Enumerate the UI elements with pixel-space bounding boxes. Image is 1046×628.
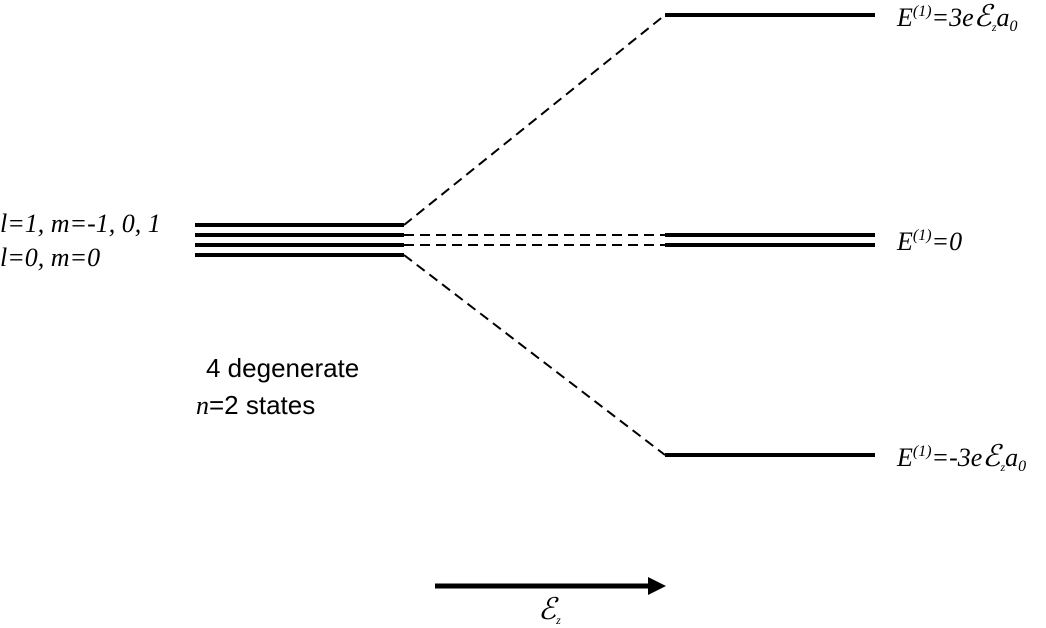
field-axis-symbol: ℰ [538, 593, 559, 626]
energy-label-middle: E(1)=0 [896, 227, 962, 256]
energy-label-top: E(1)=3eℰza0 [896, 0, 1017, 35]
caption-line1: 4 degenerate [206, 353, 359, 383]
energy-top-a-sub: 0 [1009, 18, 1017, 35]
label-l1: l=1, m=-1, 0, 1 [0, 209, 161, 238]
energy-bottom-a: a [1005, 443, 1018, 472]
label-l0: l=0, m=0 [0, 243, 100, 272]
energy-bottom-rest: =-3e [932, 443, 983, 472]
field-axis-label: ℰz [538, 593, 561, 627]
energy-middle-rest: =0 [932, 227, 963, 256]
connector-bottom [403, 254, 666, 456]
connector-top [403, 14, 666, 226]
energy-top-sup: (1) [913, 3, 932, 20]
energy-top-a: a [996, 3, 1009, 32]
degenerate-levels [195, 223, 404, 257]
field-arrow [435, 577, 666, 595]
caption-n-value: =2 states [209, 390, 315, 420]
energy-middle-sup: (1) [913, 227, 932, 244]
split-levels [665, 13, 875, 457]
connector-lines [403, 14, 666, 456]
energy-top-field-sub: z [991, 20, 997, 34]
energy-top-rest: =3e [932, 3, 974, 32]
energy-middle-E: E [896, 227, 913, 256]
energy-bottom-sup: (1) [913, 443, 932, 460]
energy-top-E: E [896, 3, 913, 32]
energy-bottom-a-sub: 0 [1018, 458, 1026, 475]
energy-bottom-E: E [896, 443, 913, 472]
energy-bottom-field: ℰ [982, 440, 1003, 473]
field-axis-subscript: z [555, 613, 561, 627]
field-arrow-head [648, 577, 666, 595]
caption-line2: n=2 states [196, 390, 315, 420]
energy-label-bottom: E(1)=-3eℰza0 [896, 440, 1026, 475]
energy-bottom-field-sub: z [999, 460, 1005, 474]
caption-n-symbol: n [196, 391, 209, 420]
energy-top-field: ℰ [974, 0, 995, 33]
